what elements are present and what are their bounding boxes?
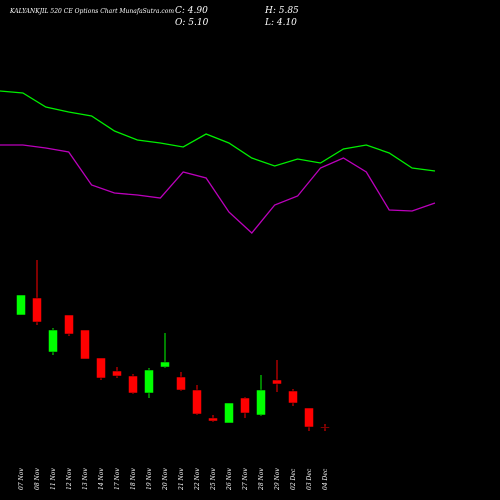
candle-body: [48, 329, 58, 353]
x-tick-label: 04 Dec: [322, 468, 329, 490]
candle-body: [96, 357, 106, 379]
candle-body: [224, 402, 234, 424]
candle-body: [288, 390, 298, 404]
x-tick-label: 22 Nov: [194, 468, 201, 491]
indicator-line: [0, 144, 436, 234]
open-info: O: 5.10: [175, 18, 209, 28]
x-tick-label: 14 Nov: [98, 468, 105, 490]
indicator-line: [0, 90, 436, 172]
candle-body: [256, 389, 266, 416]
candle-body: [16, 294, 26, 316]
x-tick-label: 07 Nov: [18, 468, 25, 490]
x-tick-label: 03 Dec: [306, 468, 313, 490]
x-tick-label: 18 Nov: [130, 468, 137, 490]
candle-body: [64, 314, 74, 335]
candle-body: [160, 361, 170, 368]
candle-body: [112, 370, 122, 377]
close-info: C: 4.90: [175, 6, 208, 16]
x-tick-label: 11 Nov: [50, 468, 57, 490]
x-tick-label: 25 Nov: [210, 468, 217, 491]
candle-body: [144, 369, 154, 394]
candle-body: [128, 375, 138, 394]
x-tick-label: 20 Nov: [162, 468, 169, 491]
x-tick-label: 13 Nov: [82, 468, 89, 490]
x-tick-label: 28 Nov: [258, 468, 265, 491]
candle-body: [32, 297, 42, 323]
candle-body: [80, 329, 90, 360]
candle-body: [272, 379, 282, 385]
high-info: H: 5.85: [264, 6, 299, 16]
chart-title: KALYANKJIL 520 CE Options Chart MunafaSu…: [9, 8, 174, 15]
candle-body: [176, 376, 186, 391]
x-tick-label: 12 Nov: [66, 468, 73, 490]
x-tick-label: 17 Nov: [114, 468, 121, 490]
candle-body: [240, 397, 250, 414]
candle-body: [208, 417, 218, 422]
candle-body: [192, 389, 202, 415]
x-tick-label: 26 Nov: [226, 468, 233, 491]
x-tick-label: 19 Nov: [146, 468, 153, 490]
candle-body: [320, 426, 330, 429]
low-info: L: 4.10: [264, 18, 297, 28]
x-tick-label: 08 Nov: [34, 468, 41, 490]
x-tick-label: 02 Dec: [290, 468, 297, 490]
x-tick-label: 27 Nov: [242, 468, 249, 491]
candle-body: [304, 407, 314, 428]
x-tick-label: 29 Nov: [274, 468, 281, 491]
x-tick-label: 21 Nov: [178, 468, 185, 491]
